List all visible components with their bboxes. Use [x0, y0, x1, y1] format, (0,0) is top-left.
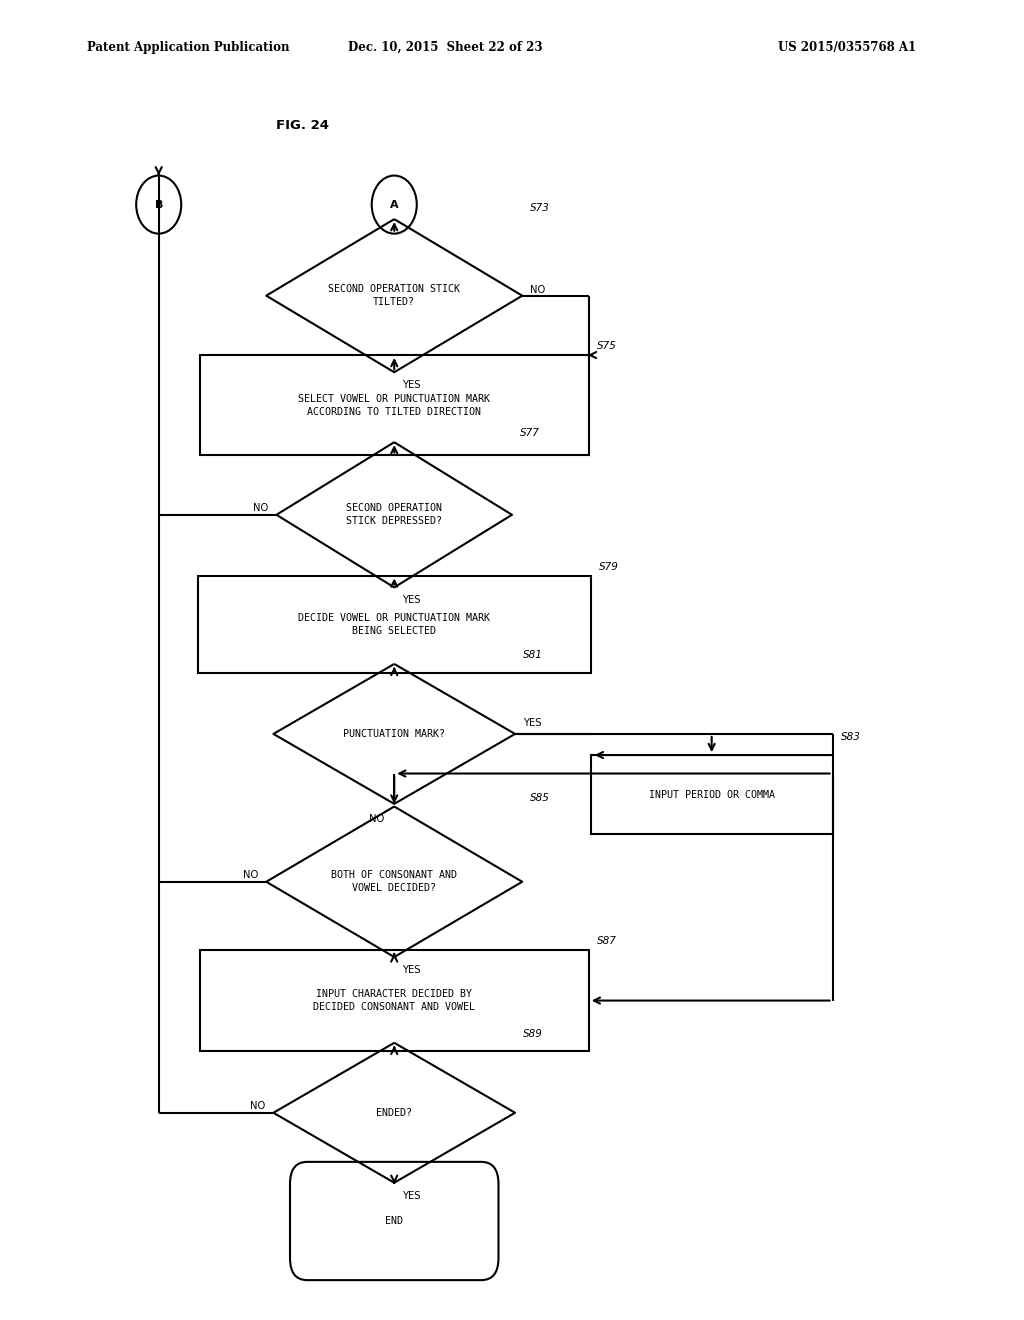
Text: YES: YES: [402, 1191, 421, 1201]
Text: NO: NO: [243, 870, 258, 880]
Text: BOTH OF CONSONANT AND
VOWEL DECIDED?: BOTH OF CONSONANT AND VOWEL DECIDED?: [331, 870, 458, 894]
Text: NO: NO: [530, 285, 546, 296]
Text: NO: NO: [250, 1101, 265, 1111]
Text: YES: YES: [523, 718, 542, 729]
Text: SECOND OPERATION
STICK DEPRESSED?: SECOND OPERATION STICK DEPRESSED?: [346, 503, 442, 527]
Text: Dec. 10, 2015  Sheet 22 of 23: Dec. 10, 2015 Sheet 22 of 23: [348, 41, 543, 54]
Text: SELECT VOWEL OR PUNCTUATION MARK
ACCORDING TO TILTED DIRECTION: SELECT VOWEL OR PUNCTUATION MARK ACCORDI…: [298, 393, 490, 417]
Text: YES: YES: [402, 965, 421, 975]
Text: US 2015/0355768 A1: US 2015/0355768 A1: [778, 41, 916, 54]
Text: A: A: [390, 199, 398, 210]
Text: S87: S87: [597, 936, 616, 946]
Text: YES: YES: [402, 380, 421, 391]
Bar: [200, 950, 589, 1051]
Text: YES: YES: [402, 595, 421, 606]
Bar: [200, 355, 589, 455]
Text: S85: S85: [530, 792, 550, 803]
Text: ENDED?: ENDED?: [376, 1107, 413, 1118]
Text: S77: S77: [520, 428, 540, 438]
Text: SECOND OPERATION STICK
TILTED?: SECOND OPERATION STICK TILTED?: [329, 284, 460, 308]
Text: S83: S83: [841, 731, 860, 742]
Text: Patent Application Publication: Patent Application Publication: [87, 41, 290, 54]
Text: S73: S73: [530, 202, 550, 213]
Text: S81: S81: [523, 649, 543, 660]
Text: FIG. 24: FIG. 24: [276, 119, 330, 132]
Bar: [198, 576, 591, 673]
Text: S75: S75: [597, 341, 616, 351]
Text: END: END: [385, 1216, 403, 1226]
Text: S79: S79: [599, 561, 618, 572]
Text: PUNCTUATION MARK?: PUNCTUATION MARK?: [343, 729, 445, 739]
Text: NO: NO: [369, 814, 384, 825]
Bar: [591, 755, 833, 834]
Text: INPUT CHARACTER DECIDED BY
DECIDED CONSONANT AND VOWEL: INPUT CHARACTER DECIDED BY DECIDED CONSO…: [313, 989, 475, 1012]
Text: INPUT PERIOD OR COMMA: INPUT PERIOD OR COMMA: [648, 789, 775, 800]
Text: B: B: [155, 199, 163, 210]
Text: S89: S89: [523, 1028, 543, 1039]
Text: DECIDE VOWEL OR PUNCTUATION MARK
BEING SELECTED: DECIDE VOWEL OR PUNCTUATION MARK BEING S…: [298, 612, 490, 636]
Text: NO: NO: [253, 503, 268, 513]
